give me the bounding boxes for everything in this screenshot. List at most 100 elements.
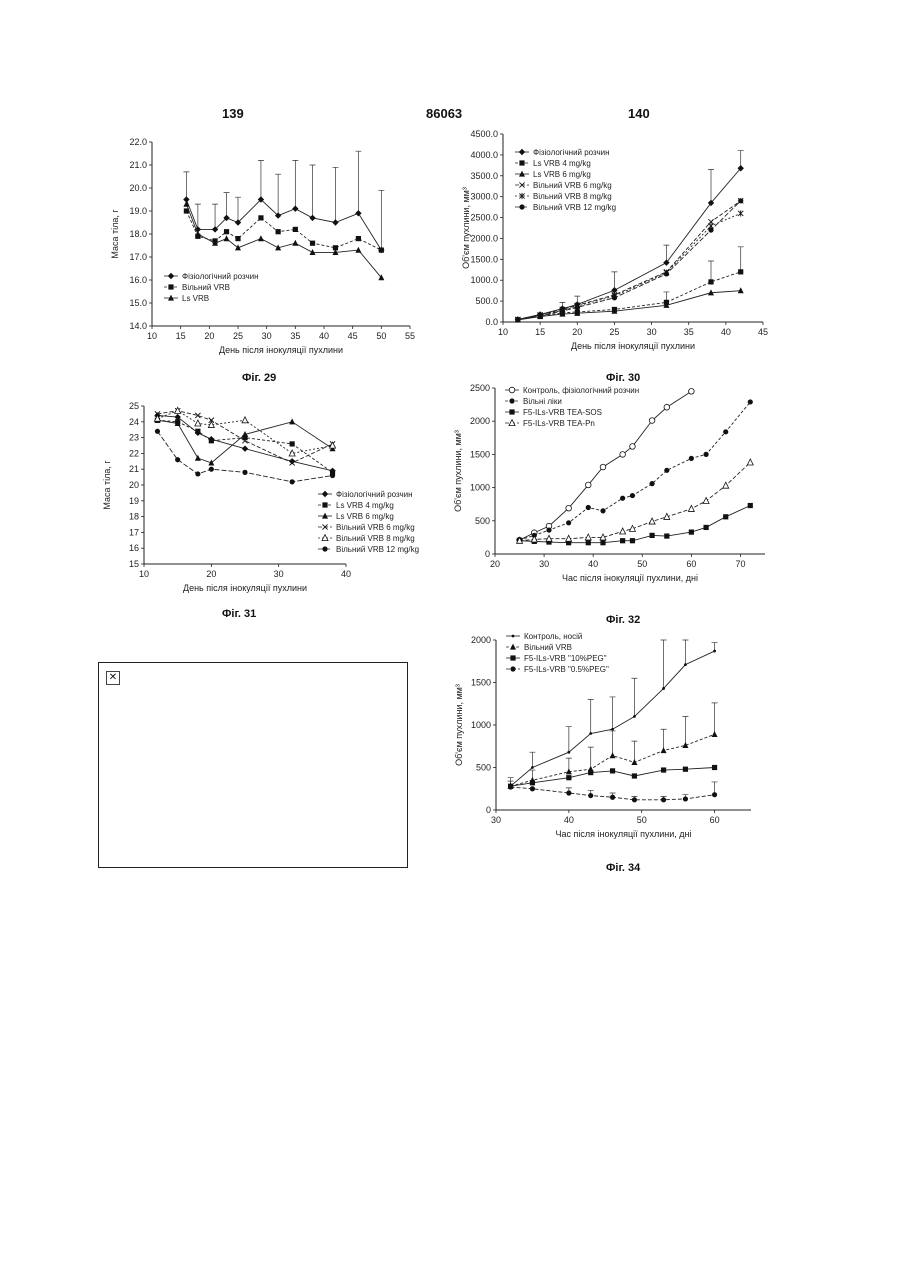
x-tick-label: 40 bbox=[341, 569, 351, 579]
data-point bbox=[620, 538, 625, 543]
data-point bbox=[289, 458, 295, 464]
series-line bbox=[518, 168, 741, 319]
series-2 bbox=[515, 247, 743, 323]
x-tick-label: 40 bbox=[319, 331, 329, 341]
legend-marker bbox=[519, 160, 524, 165]
y-tick-label: 2000 bbox=[471, 635, 491, 645]
error-bar bbox=[682, 717, 688, 746]
legend-marker bbox=[509, 387, 515, 393]
legend-label: Ls VRB 6 mg/kg bbox=[533, 170, 591, 179]
y-tick-label: 500 bbox=[476, 763, 491, 773]
data-point bbox=[612, 295, 617, 300]
data-point bbox=[661, 767, 666, 772]
y-tick-label: 20.0 bbox=[129, 183, 147, 193]
data-point bbox=[355, 247, 361, 253]
legend-label: Вільний VRB 6 mg/kg bbox=[533, 181, 612, 190]
x-tick-label: 30 bbox=[647, 327, 657, 337]
data-point bbox=[567, 751, 570, 754]
series-3 bbox=[508, 765, 717, 789]
y-tick-label: 1000 bbox=[471, 720, 491, 730]
data-point bbox=[664, 533, 669, 538]
error-bar bbox=[332, 167, 338, 222]
caption-fig29: Фіг. 29 bbox=[242, 372, 276, 384]
y-tick-label: 1500 bbox=[471, 678, 491, 688]
legend-label: Вільний VRB 12 mg/kg bbox=[336, 545, 419, 554]
y-tick-label: 2000.0 bbox=[470, 233, 498, 243]
legend-label: Вільний VRB 8 mg/kg bbox=[533, 192, 612, 201]
x-axis-label: День після інокуляції пухлини bbox=[571, 341, 695, 351]
page-number-left: 139 bbox=[222, 106, 244, 121]
legend-marker bbox=[168, 284, 173, 289]
data-point bbox=[356, 236, 361, 241]
data-point bbox=[566, 775, 571, 780]
error-bar bbox=[310, 165, 316, 218]
legend-label: Контроль, носій bbox=[524, 632, 582, 641]
error-bar bbox=[183, 172, 189, 200]
data-point bbox=[276, 229, 281, 234]
error-bar bbox=[708, 170, 714, 203]
data-point bbox=[293, 227, 298, 232]
x-tick-label: 50 bbox=[376, 331, 386, 341]
fig29-svg: 1015202530354045505514.015.016.017.018.0… bbox=[100, 134, 420, 356]
data-point bbox=[600, 464, 606, 470]
data-point bbox=[620, 528, 626, 534]
x-tick-label: 50 bbox=[637, 559, 647, 569]
y-axis-label: Об'єм пухлини, мм³ bbox=[461, 187, 471, 269]
legend-label: Ls VRB 6 mg/kg bbox=[336, 512, 394, 521]
data-point bbox=[649, 481, 654, 486]
y-tick-label: 16 bbox=[129, 543, 139, 553]
legend-label: F5-ILs-VRB TEA-SOS bbox=[523, 408, 602, 417]
data-point bbox=[183, 201, 189, 207]
data-point bbox=[546, 527, 551, 532]
x-tick-label: 25 bbox=[233, 331, 243, 341]
x-tick-label: 10 bbox=[147, 331, 157, 341]
data-point bbox=[684, 663, 687, 666]
series-4 bbox=[517, 459, 754, 543]
y-tick-label: 2500.0 bbox=[470, 213, 498, 223]
y-tick-label: 19.0 bbox=[129, 206, 147, 216]
x-tick-label: 35 bbox=[290, 331, 300, 341]
data-point bbox=[242, 470, 247, 475]
y-tick-label: 500.0 bbox=[475, 296, 498, 306]
data-point bbox=[610, 795, 615, 800]
error-bar bbox=[275, 174, 281, 215]
data-point bbox=[738, 198, 743, 203]
y-tick-label: 16.0 bbox=[129, 275, 147, 285]
legend-label: Фізіологічний розчин bbox=[336, 490, 413, 499]
x-tick-label: 20 bbox=[490, 559, 500, 569]
data-point bbox=[310, 241, 315, 246]
data-point bbox=[530, 780, 535, 785]
data-point bbox=[566, 520, 571, 525]
data-point bbox=[747, 459, 753, 465]
error-bar bbox=[712, 703, 718, 734]
error-bar bbox=[661, 640, 667, 688]
legend-marker bbox=[509, 409, 514, 414]
y-tick-label: 2500 bbox=[470, 383, 490, 393]
data-point bbox=[195, 429, 200, 434]
x-tick-label: 20 bbox=[572, 327, 582, 337]
data-point bbox=[632, 797, 637, 802]
data-point bbox=[586, 540, 591, 545]
data-point bbox=[689, 389, 695, 395]
chart-fig31: 102030401516171819202122232425День після… bbox=[100, 398, 360, 598]
data-point bbox=[508, 784, 513, 789]
data-point bbox=[708, 279, 713, 284]
y-tick-label: 18.0 bbox=[129, 229, 147, 239]
data-point bbox=[703, 497, 709, 503]
data-point bbox=[649, 418, 655, 424]
y-tick-label: 23 bbox=[129, 433, 139, 443]
series-5 bbox=[515, 210, 743, 322]
data-point bbox=[588, 793, 593, 798]
x-axis-label: День після інокуляції пухлини bbox=[183, 583, 307, 593]
x-tick-label: 15 bbox=[535, 327, 545, 337]
y-tick-label: 24 bbox=[129, 417, 139, 427]
data-point bbox=[664, 468, 669, 473]
data-point bbox=[292, 240, 298, 246]
y-tick-label: 25 bbox=[129, 401, 139, 411]
y-tick-label: 18 bbox=[129, 512, 139, 522]
x-tick-label: 40 bbox=[564, 815, 574, 825]
legend-marker bbox=[509, 398, 514, 403]
data-point bbox=[224, 235, 230, 241]
series-3 bbox=[515, 287, 744, 322]
error-bar bbox=[292, 160, 298, 208]
